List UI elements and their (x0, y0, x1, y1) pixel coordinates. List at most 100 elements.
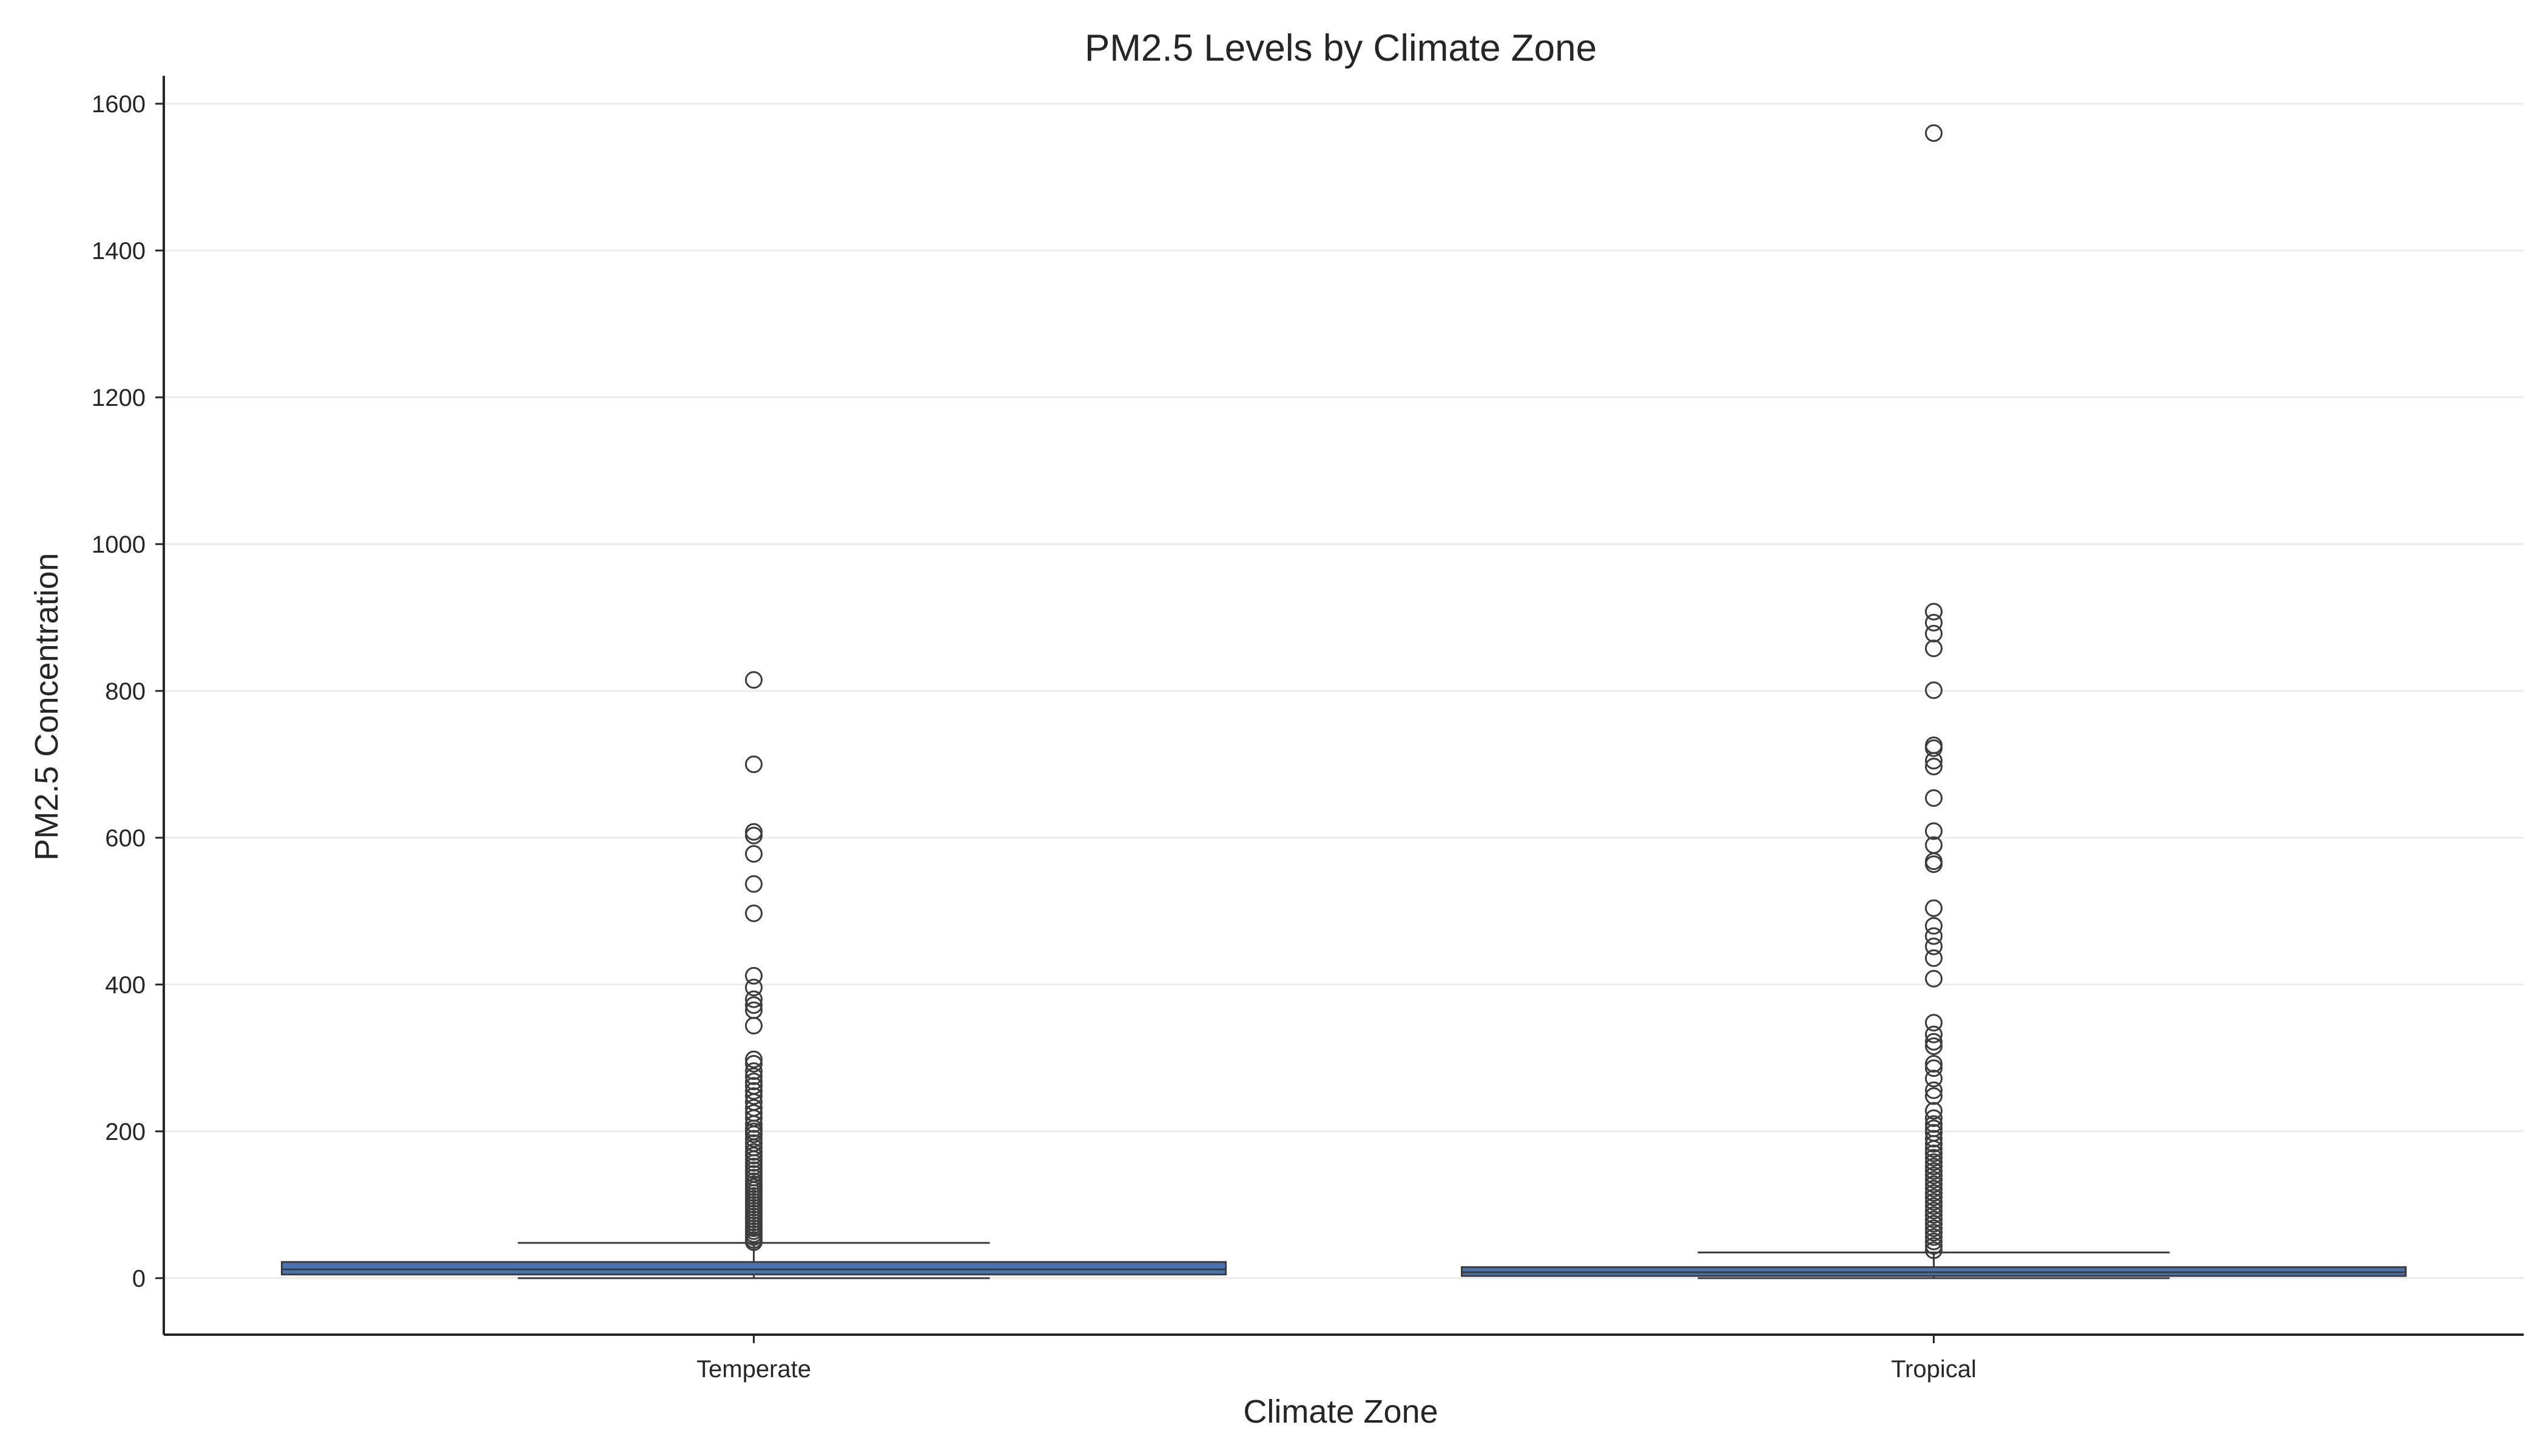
outlier-point (1925, 1197, 1943, 1215)
outlier-point (1925, 1055, 1943, 1073)
outlier-point (1925, 969, 1943, 988)
outlier-point (1925, 739, 1943, 757)
outlier-point (1925, 1087, 1943, 1105)
outlier-point (1925, 1166, 1943, 1184)
outlier-point (745, 1082, 763, 1100)
gridlines (164, 103, 2524, 1279)
outlier-point (1925, 1140, 1943, 1158)
x-tick-label: Temperate (696, 1356, 811, 1383)
outlier-point (745, 1050, 763, 1068)
outlier-point (1925, 949, 1943, 967)
outlier-point (1925, 1134, 1943, 1153)
y-axis-label: PM2.5 Concentration (29, 553, 65, 860)
outlier-point (1925, 1206, 1943, 1224)
outlier-point (1925, 1081, 1943, 1099)
outlier-point (1925, 681, 1943, 699)
outlier-point (1925, 1171, 1943, 1189)
outlier-point (1925, 602, 1943, 621)
outlier-point (745, 1115, 763, 1133)
outlier-point (745, 1125, 763, 1144)
outlier-point (1925, 927, 1943, 945)
outlier-point (1925, 1037, 1943, 1056)
outlier-point (1925, 1059, 1943, 1077)
box-body (281, 1261, 1227, 1276)
y-ticks: 0 200 400 600 800 1000 1200 1400 1600 (92, 91, 164, 1292)
outlier-point (1925, 613, 1943, 632)
y-tick-label: 1200 (92, 385, 146, 411)
outlier-point (745, 905, 763, 923)
outlier-point (745, 1130, 763, 1148)
outlier-point (745, 671, 763, 689)
outlier-point (1925, 899, 1943, 917)
outlier-point (1925, 1224, 1943, 1242)
outlier-point (1925, 1070, 1943, 1088)
outlier-point (1925, 1241, 1943, 1259)
outlier-point (1925, 1153, 1943, 1171)
outlier-point (745, 1067, 763, 1085)
outlier-point (745, 990, 763, 1008)
x-axis-label: Climate Zone (1243, 1394, 1438, 1430)
outlier-point (1925, 1130, 1943, 1148)
chart-title: PM2.5 Levels by Climate Zone (1085, 27, 1597, 69)
outlier-point (745, 1062, 763, 1080)
outlier-point (1925, 639, 1943, 658)
outlier-point (745, 1233, 763, 1252)
box-tropical (1461, 1251, 2407, 1279)
outlier-point (745, 755, 763, 774)
x-ticks: Temperate Tropical (696, 1335, 1977, 1383)
x-tick-label: Tropical (1891, 1356, 1977, 1383)
y-tick-label: 800 (105, 678, 146, 705)
outlier-point (745, 1017, 763, 1035)
outlier-point (1925, 1175, 1943, 1193)
y-tick-label: 600 (105, 825, 146, 852)
outlier-point (1925, 1144, 1943, 1162)
outlier-point (745, 979, 763, 997)
outlier-point (1925, 789, 1943, 807)
outlier-point (1925, 1184, 1943, 1202)
outlier-point (1925, 937, 1943, 956)
boxes (281, 1242, 2407, 1279)
outlier-point (1925, 1228, 1943, 1246)
outlier-point (1925, 1162, 1943, 1180)
outlier-point (745, 996, 763, 1014)
outlier-point (1925, 1109, 1943, 1127)
y-tick-label: 400 (105, 972, 146, 999)
outlier-point (1925, 1158, 1943, 1176)
outlier-point (1925, 1148, 1943, 1167)
outlier-point (1925, 1025, 1943, 1043)
outlier-point (1925, 1219, 1943, 1238)
y-tick-label: 0 (132, 1266, 146, 1292)
outlier-point (745, 826, 763, 844)
outlier-point (745, 845, 763, 863)
outliers (745, 124, 1943, 1259)
outlier-point (745, 1055, 763, 1073)
outlier-point (1925, 625, 1943, 643)
outlier-point (1925, 822, 1943, 840)
y-tick-label: 1600 (92, 91, 146, 118)
outlier-point (1925, 1193, 1943, 1211)
outlier-point (1925, 124, 1943, 142)
outlier-point (745, 1073, 763, 1091)
outlier-point (1925, 855, 1943, 873)
outlier-point (1925, 1102, 1943, 1120)
outlier-point (1925, 1237, 1943, 1255)
outlier-point (1925, 917, 1943, 935)
outlier-point (1925, 1215, 1943, 1233)
axes (163, 76, 2524, 1336)
outlier-point (1925, 1033, 1943, 1051)
outlier-point (1925, 1115, 1943, 1133)
y-tick-label: 1000 (92, 531, 146, 558)
outlier-point (745, 966, 763, 985)
y-tick-label: 200 (105, 1119, 146, 1145)
outlier-point (1925, 1188, 1943, 1207)
y-tick-label: 1400 (92, 238, 146, 265)
outlier-point (1925, 1014, 1943, 1032)
outlier-point (1925, 1202, 1943, 1220)
outlier-point (1925, 1179, 1943, 1198)
outlier-point (745, 875, 763, 893)
outlier-point (745, 1087, 763, 1105)
outlier-point (1925, 758, 1943, 776)
